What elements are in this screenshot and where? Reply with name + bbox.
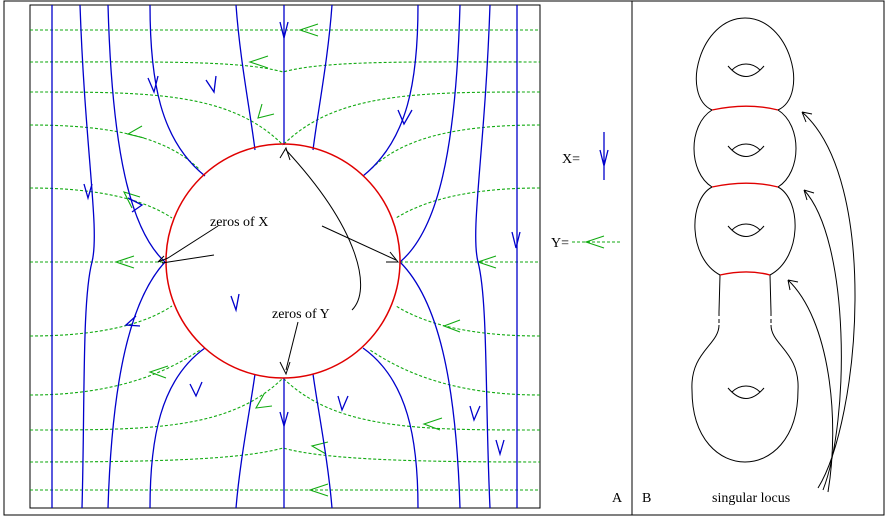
x-flow (236, 5, 255, 150)
panel-a-frame (30, 5, 540, 508)
zeros-y-label: zeros of Y (272, 307, 330, 322)
y-flow (396, 306, 540, 336)
y-flow-lines (30, 24, 540, 496)
y-flow (30, 306, 172, 336)
x-flow-lines (52, 5, 520, 508)
x-flow (363, 5, 418, 176)
panel-a-label: A (612, 491, 623, 506)
outer-frame (4, 1, 884, 515)
y-flow (370, 350, 540, 395)
surface-gap (719, 312, 771, 325)
y-flow (30, 125, 200, 170)
y-flow (396, 188, 540, 218)
y-flow (30, 448, 540, 462)
locus-arrows (788, 112, 855, 492)
x-flow (400, 262, 460, 508)
x-flow (476, 5, 490, 508)
y-flow (370, 125, 540, 170)
surface-holes (728, 64, 764, 399)
y-flow (30, 188, 172, 218)
x-flow (108, 262, 165, 508)
singular-locus-label: singular locus (712, 491, 790, 506)
y-arrowheads (116, 24, 496, 496)
pointer-arrows (322, 226, 398, 262)
x-flow (150, 5, 205, 176)
y-flow (30, 62, 540, 72)
surface-outline (692, 18, 798, 462)
zero-circle (166, 144, 400, 378)
y-flow (283, 92, 540, 145)
zeros-x-label: zeros of X (210, 215, 268, 230)
pointer-arrows (280, 148, 361, 310)
legend-x-label: X= (562, 152, 580, 167)
figure: zeros of X zeros of Y X= Y= A B singular… (0, 0, 888, 518)
x-flow (313, 5, 332, 150)
x-flow (236, 374, 255, 508)
legend-y-label: Y= (551, 236, 569, 251)
x-flow (80, 5, 94, 508)
legend-x-arrow (600, 132, 608, 180)
panel-b-label: B (642, 491, 651, 506)
y-flow (30, 378, 283, 430)
y-flow (283, 378, 540, 430)
y-flow (30, 92, 283, 145)
y-flow (30, 350, 200, 395)
x-arrowheads (84, 22, 520, 454)
pointer-arrows (280, 322, 298, 374)
singular-circles (712, 106, 778, 275)
x-flow (108, 5, 165, 262)
x-flow (400, 5, 460, 262)
